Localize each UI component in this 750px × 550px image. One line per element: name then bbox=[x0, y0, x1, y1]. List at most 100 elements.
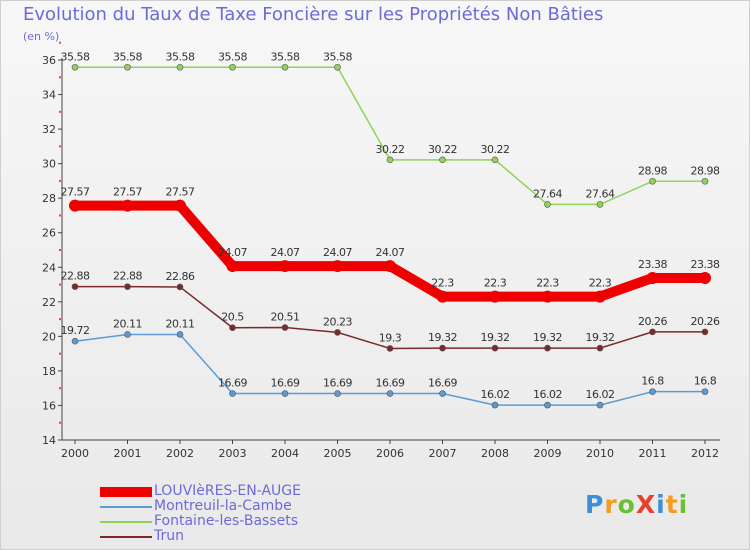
legend-swatch-louvieres bbox=[100, 486, 152, 497]
data-label: 27.57 bbox=[61, 186, 90, 199]
data-label: 24.07 bbox=[323, 246, 352, 259]
y-tick-label: 36 bbox=[42, 54, 56, 67]
data-point bbox=[701, 388, 709, 395]
data-point bbox=[229, 63, 236, 71]
data-point bbox=[386, 390, 394, 397]
x-tick-label: 2008 bbox=[481, 447, 509, 460]
data-label: 23.38 bbox=[638, 258, 667, 271]
data-point bbox=[436, 290, 449, 303]
data-point bbox=[229, 390, 236, 397]
data-point bbox=[384, 260, 396, 273]
logo-letter: t bbox=[665, 490, 679, 519]
data-label: 35.58 bbox=[113, 50, 142, 63]
data-label: 16.69 bbox=[271, 377, 300, 390]
data-label: 27.64 bbox=[533, 187, 562, 200]
y-minor-tick bbox=[59, 352, 61, 355]
x-tick-label: 2000 bbox=[61, 447, 89, 460]
data-point bbox=[226, 260, 239, 273]
y-tick-label: 26 bbox=[42, 227, 56, 240]
data-label: 20.51 bbox=[271, 311, 300, 324]
legend-label-montreuil: Montreuil-la-Cambe bbox=[154, 498, 292, 514]
data-point bbox=[71, 337, 79, 345]
data-point bbox=[649, 177, 656, 185]
data-point bbox=[281, 324, 289, 331]
data-label: 20.26 bbox=[691, 315, 720, 328]
y-tick-label: 32 bbox=[42, 123, 56, 136]
data-point bbox=[701, 328, 709, 336]
legend-label-trun: Trun bbox=[154, 528, 184, 544]
data-label: 24.07 bbox=[218, 246, 247, 259]
data-label: 30.22 bbox=[376, 143, 405, 156]
data-point bbox=[649, 388, 656, 395]
legend-swatch-montreuil bbox=[100, 505, 152, 508]
y-minor-tick bbox=[59, 421, 61, 424]
x-tick-label: 2001 bbox=[114, 447, 142, 460]
data-label: 16.8 bbox=[641, 375, 664, 388]
data-point bbox=[541, 290, 554, 303]
y-tick-label: 14 bbox=[42, 434, 56, 447]
data-label: 20.23 bbox=[323, 315, 352, 328]
y-tick-label: 16 bbox=[42, 399, 56, 412]
data-label: 19.3 bbox=[379, 331, 402, 344]
chart-title: Evolution du Taux de Taxe Foncière sur l… bbox=[23, 4, 604, 25]
data-point bbox=[699, 271, 711, 284]
line-chart: 14 16 18 20 22 24 26 28 30 32 34 36 2000 2001 2002 2003… bbox=[42, 41, 720, 460]
data-point bbox=[334, 390, 341, 397]
data-point bbox=[124, 331, 131, 338]
logo-letter: o bbox=[617, 490, 636, 519]
data-label: 19.32 bbox=[533, 331, 562, 344]
legend-swatch-trun bbox=[100, 535, 152, 538]
data-label: 19.72 bbox=[61, 324, 90, 337]
x-tick-label: 2005 bbox=[324, 447, 352, 460]
logo-letter: i bbox=[656, 490, 666, 519]
logo-letter: P bbox=[585, 490, 605, 519]
data-point bbox=[281, 63, 289, 71]
data-label: 22.3 bbox=[536, 277, 559, 290]
y-minor-tick bbox=[59, 214, 61, 217]
data-label: 16.02 bbox=[481, 388, 510, 401]
data-label: 22.86 bbox=[166, 270, 195, 283]
data-label: 16.69 bbox=[428, 377, 457, 390]
data-label: 22.88 bbox=[61, 270, 90, 283]
data-label: 30.22 bbox=[428, 143, 457, 156]
data-point bbox=[439, 390, 446, 397]
data-label: 22.3 bbox=[484, 277, 507, 290]
data-point bbox=[281, 390, 289, 397]
data-point bbox=[71, 283, 79, 290]
data-point bbox=[491, 344, 499, 352]
data-point bbox=[124, 63, 131, 71]
data-label: 22.88 bbox=[113, 270, 142, 283]
x-tick-label: 2006 bbox=[376, 447, 404, 460]
y-minor-tick bbox=[59, 179, 61, 182]
data-label: 27.64 bbox=[586, 187, 615, 200]
x-tick-label: 2010 bbox=[586, 447, 614, 460]
data-point bbox=[491, 401, 499, 409]
legend-item-montreuil: Montreuil-la-Cambe bbox=[100, 499, 301, 514]
data-point bbox=[124, 283, 131, 290]
data-label: 24.07 bbox=[271, 246, 300, 259]
legend: LOUVIèRES-EN-AUGE Montreuil-la-Cambe Fon… bbox=[100, 484, 301, 544]
y-tick-label: 34 bbox=[42, 89, 56, 102]
y-tick-label: 24 bbox=[42, 261, 56, 274]
data-point bbox=[386, 156, 394, 164]
data-label: 20.11 bbox=[166, 317, 195, 330]
unit-label: (en %) bbox=[23, 30, 60, 43]
data-label: 16.69 bbox=[323, 377, 352, 390]
logo-letter: i bbox=[678, 490, 689, 519]
x-tick-label: 2012 bbox=[691, 447, 719, 460]
data-label: 16.8 bbox=[694, 375, 717, 388]
data-point bbox=[701, 177, 709, 185]
data-label: 35.58 bbox=[166, 50, 195, 63]
data-point bbox=[174, 199, 186, 212]
data-point bbox=[596, 201, 604, 208]
data-label: 35.58 bbox=[271, 50, 300, 63]
data-point bbox=[544, 401, 551, 409]
x-tick-label: 2009 bbox=[534, 447, 562, 460]
x-tick-label: 2003 bbox=[219, 447, 247, 460]
data-point bbox=[594, 290, 606, 303]
data-point bbox=[489, 290, 501, 303]
legend-item-trun: Trun bbox=[100, 529, 301, 544]
data-point bbox=[69, 199, 81, 212]
data-point bbox=[596, 344, 604, 352]
data-point bbox=[229, 324, 236, 332]
